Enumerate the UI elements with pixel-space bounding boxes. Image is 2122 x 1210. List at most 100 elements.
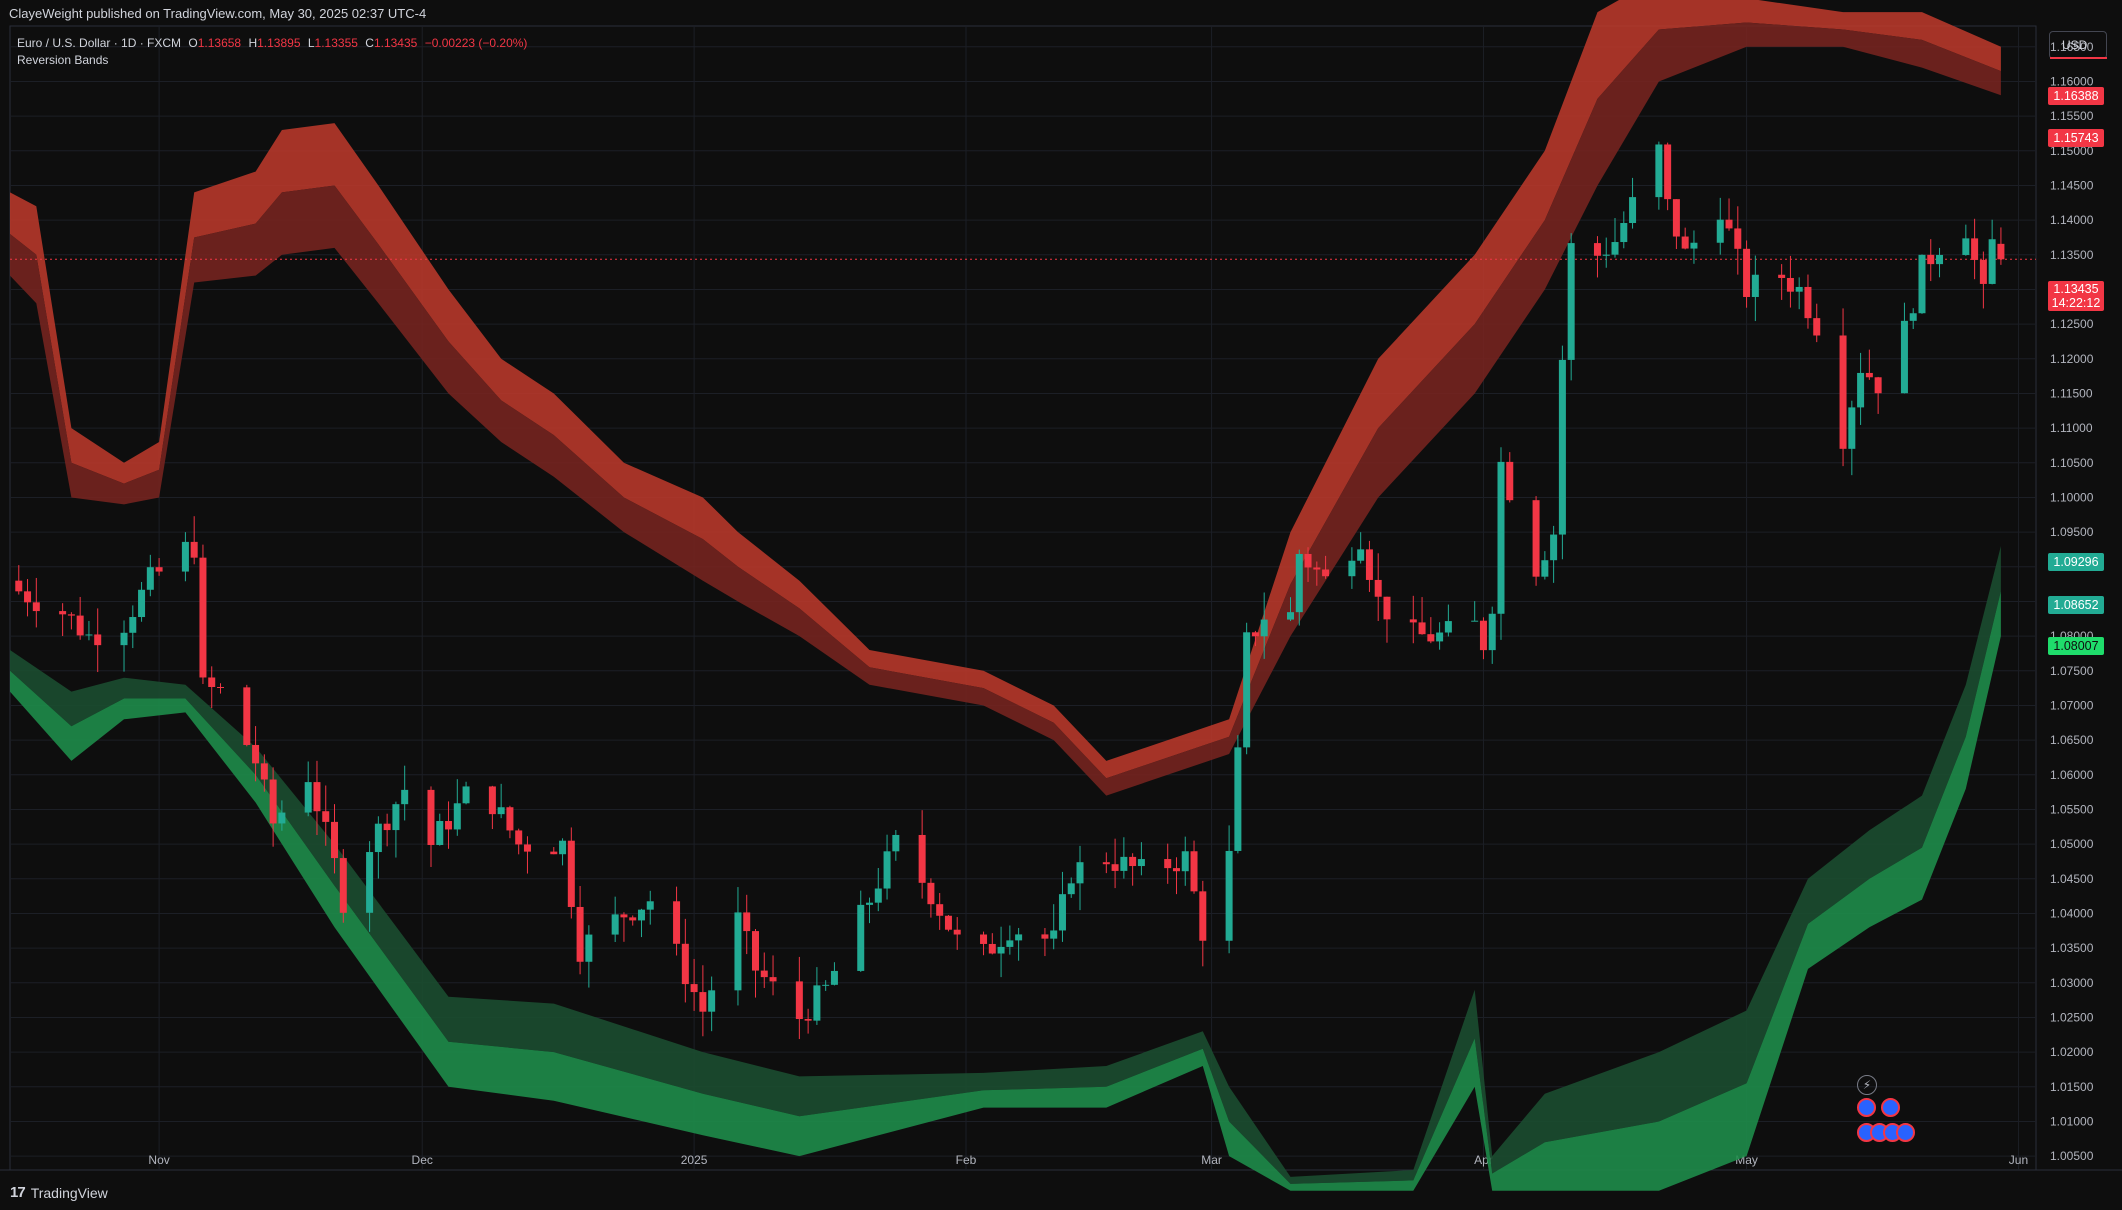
candle-body [94, 634, 102, 646]
price-tick-label: 1.14000 [2050, 213, 2094, 227]
candle-body [1918, 254, 1926, 314]
candle-body [769, 977, 777, 982]
candle-body [374, 823, 382, 853]
candle-body [1041, 934, 1049, 939]
candle-body [734, 912, 742, 991]
price-tick-label: 1.16000 [2050, 74, 2094, 88]
candle-body [85, 634, 93, 636]
candle-body [1997, 243, 2005, 260]
candle-body [988, 943, 996, 954]
candle-body [1532, 500, 1540, 577]
low-value: 1.13355 [314, 36, 358, 50]
candle-body [199, 557, 207, 678]
published-caption: ClayeWeight published on TradingView.com… [9, 6, 427, 21]
candle-body [1848, 407, 1856, 449]
candle-body [488, 786, 496, 815]
candle-body [1190, 851, 1198, 892]
candle-body [1979, 259, 1987, 284]
candle-body [1664, 144, 1672, 200]
price-tick-label: 1.10000 [2050, 490, 2094, 504]
event-flag-icon[interactable] [1881, 1098, 1900, 1117]
candle-body [1444, 621, 1452, 633]
candle-body [927, 882, 935, 905]
candle-body [883, 851, 891, 889]
candle-body [129, 617, 137, 633]
price-tick-label: 1.02500 [2050, 1010, 2094, 1024]
candle-body [260, 763, 268, 780]
candle-body [1383, 596, 1391, 620]
candle-body [646, 901, 654, 910]
price-tag-red-top: 1.16388 [2048, 87, 2104, 105]
candle-body [453, 803, 461, 830]
candle-body [550, 851, 558, 855]
price-tick-label: 1.13500 [2050, 248, 2094, 262]
candle-body [32, 602, 40, 612]
candle-body [1725, 219, 1733, 229]
candle-body [690, 984, 698, 993]
candle-body [1567, 243, 1575, 360]
candle-body [59, 611, 67, 615]
candle-body [585, 934, 593, 962]
candle-body [708, 990, 716, 1012]
candle-body [1287, 612, 1295, 620]
candle-body [944, 915, 952, 930]
price-tick-label: 1.00500 [2050, 1149, 2094, 1163]
candle-body [611, 914, 619, 935]
indicator-label[interactable]: Reversion Bands [17, 53, 109, 67]
event-flag-icon[interactable] [1857, 1098, 1876, 1117]
candle-body [681, 943, 689, 985]
price-tick-label: 1.01500 [2050, 1080, 2094, 1094]
price-tick-label: 1.09500 [2050, 525, 2094, 539]
candle-body [804, 1019, 812, 1021]
price-tick-label: 1.03000 [2050, 976, 2094, 990]
candle-body [1988, 239, 1996, 284]
candle-body [1629, 197, 1637, 224]
candle-body [401, 789, 409, 805]
lightning-icon[interactable]: ⚡ [1857, 1075, 1877, 1095]
candle-body [1927, 254, 1935, 265]
candle-body [1962, 238, 1970, 255]
candle-body [1076, 862, 1084, 884]
candle-body [559, 840, 567, 855]
currency-button[interactable]: USD [2049, 31, 2107, 59]
price-tick-label: 1.11000 [2050, 421, 2093, 435]
candle-body [15, 580, 23, 592]
candle-body [1751, 274, 1759, 297]
candle-body [1971, 238, 1979, 260]
candle-body [1322, 569, 1330, 577]
brand-footer[interactable]: 17 TradingView [10, 1184, 108, 1201]
close-label: C [365, 36, 374, 50]
candle-body [1067, 883, 1075, 895]
tradingview-logo-icon: 17 [10, 1184, 26, 1201]
candle-body [506, 807, 514, 831]
candle-body [1015, 934, 1023, 941]
candle-body [1295, 553, 1303, 613]
candle-body [120, 632, 128, 646]
candle-body [576, 906, 584, 962]
candle-body [980, 934, 988, 944]
candle-body [1234, 747, 1242, 851]
candle-body [515, 830, 523, 845]
price-tick-label: 1.16500 [2050, 40, 2094, 54]
candle-body [216, 687, 224, 689]
price-tick-label: 1.15500 [2050, 109, 2094, 123]
candle-body [339, 858, 347, 913]
candle-body [822, 984, 830, 986]
candle-body [313, 782, 321, 812]
candle-body [620, 914, 628, 918]
candle-body [1251, 632, 1259, 637]
price-tick-label: 1.07500 [2050, 664, 2094, 678]
candle-body [1716, 219, 1724, 243]
candle-body [699, 992, 707, 1012]
candle-body [1936, 254, 1944, 265]
currency-underline [2050, 57, 2107, 59]
brand-name: TradingView [30, 1184, 108, 1201]
candle-body [918, 834, 926, 883]
symbol-title[interactable]: Euro / U.S. Dollar · 1D · FXCM [17, 36, 182, 50]
event-flag-icon[interactable] [1896, 1123, 1915, 1142]
candle-body [181, 541, 189, 572]
candle-body [427, 789, 435, 845]
time-tick-label: Dec [412, 1153, 433, 1167]
candle-body [1111, 864, 1119, 871]
